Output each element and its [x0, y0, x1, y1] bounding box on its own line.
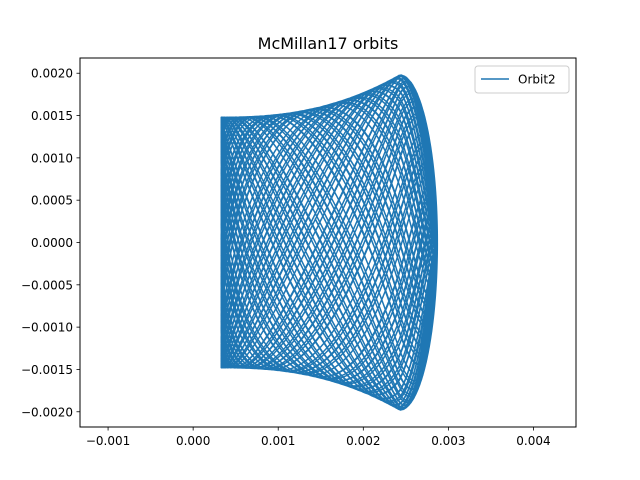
- x-tick-label: 0.002: [346, 434, 380, 448]
- chart-title: McMillan17 orbits: [258, 34, 399, 53]
- x-tick-label: 0.004: [516, 434, 550, 448]
- x-tick-label: 0.003: [431, 434, 465, 448]
- y-tick-label: −0.0010: [21, 321, 73, 335]
- legend-label-orbit2: Orbit2: [518, 73, 556, 87]
- y-tick-label: −0.0020: [21, 405, 73, 419]
- y-tick-label: −0.0015: [21, 363, 73, 377]
- y-tick-label: 0.0000: [31, 236, 73, 250]
- x-axis: −0.001 0.000 0.001 0.002 0.003 0.004: [86, 427, 551, 448]
- orbit2-line: [220, 74, 439, 411]
- legend: Orbit2: [474, 65, 570, 94]
- y-tick-label: −0.0005: [21, 278, 73, 292]
- x-tick-label: 0.000: [176, 434, 210, 448]
- y-tick-label: 0.0005: [31, 194, 73, 208]
- y-tick-label: 0.0015: [31, 109, 73, 123]
- x-tick-label: 0.001: [261, 434, 295, 448]
- orbit-series: [220, 74, 439, 411]
- y-tick-label: 0.0010: [31, 151, 73, 165]
- y-axis: 0.0020 0.0015 0.0010 0.0005 0.0000 −0.0005 −0.…: [21, 67, 80, 419]
- y-tick-label: 0.0020: [31, 67, 73, 81]
- x-tick-label: −0.001: [86, 434, 130, 448]
- legend-box: [474, 65, 570, 94]
